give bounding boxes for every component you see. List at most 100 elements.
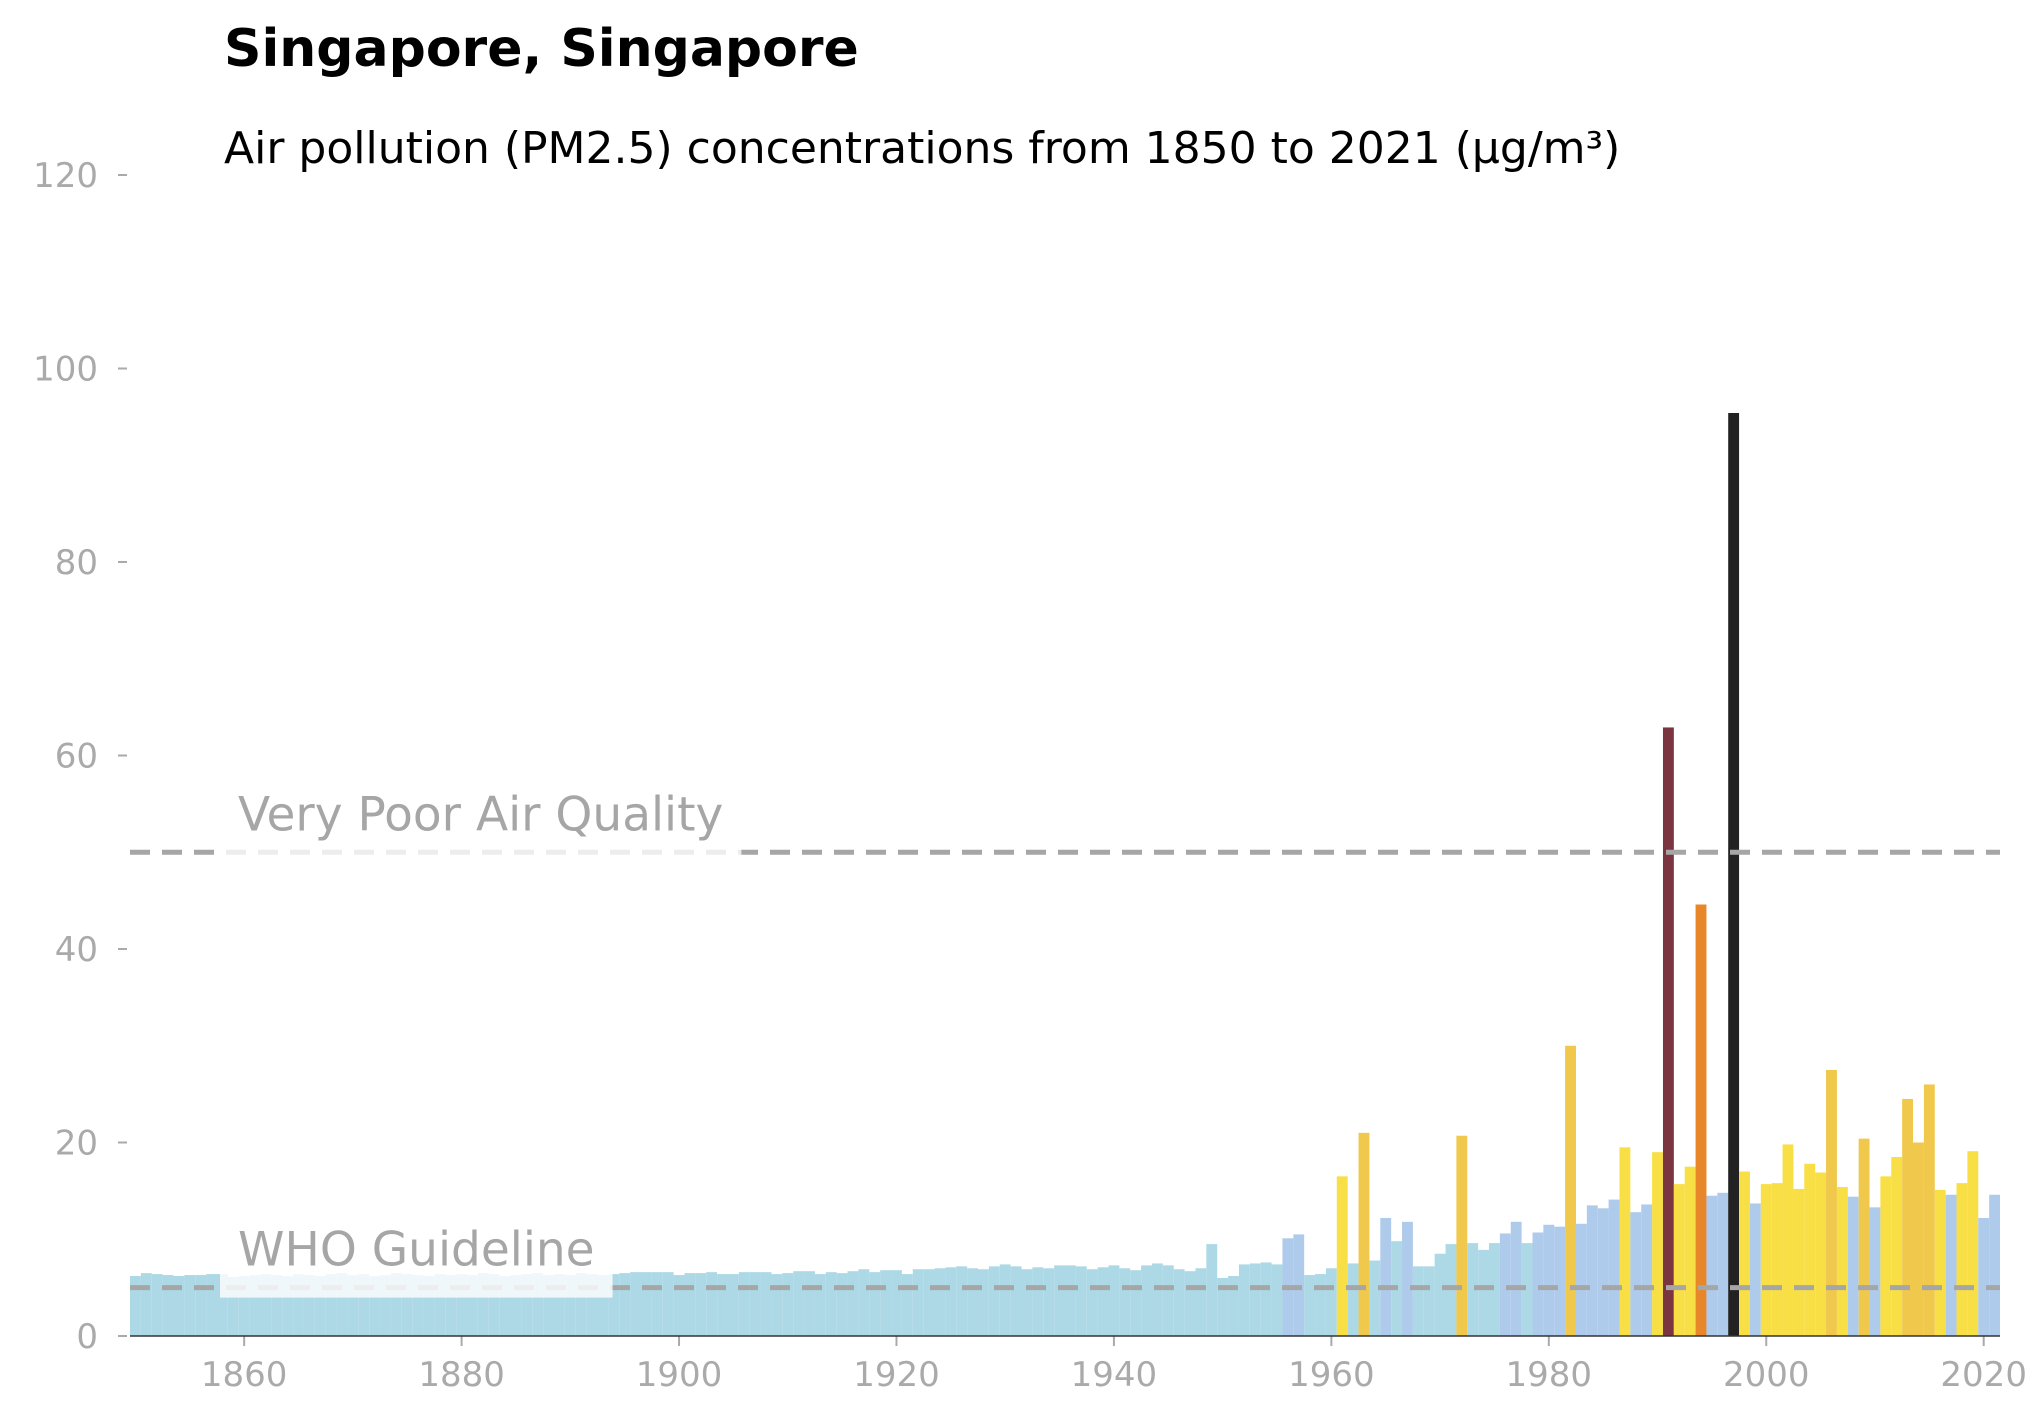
bar (717, 1274, 728, 1336)
bar (151, 1274, 163, 1336)
bar (1793, 1188, 1805, 1336)
bar (988, 1266, 1000, 1336)
bar (140, 1273, 152, 1336)
bar (358, 1274, 370, 1336)
bar (543, 1275, 555, 1336)
bar (271, 1275, 283, 1336)
bar (1021, 1269, 1033, 1336)
bar (1673, 1184, 1685, 1336)
bar (912, 1269, 924, 1336)
bar (1684, 1166, 1696, 1336)
bar (1706, 1195, 1718, 1336)
x-tick-label: 1980 (1506, 1355, 1593, 1395)
bar (1086, 1269, 1098, 1336)
chart-title: Singapore, Singapore (224, 19, 859, 79)
x-tick-label: 1900 (636, 1355, 723, 1395)
bar (1228, 1276, 1239, 1336)
bar (1934, 1189, 1946, 1336)
bar (1978, 1217, 1990, 1336)
x-tick-label: 1940 (1071, 1355, 1158, 1395)
bar (1325, 1268, 1337, 1336)
bar (1826, 1069, 1837, 1336)
bar (130, 1276, 141, 1336)
bar (1815, 1172, 1827, 1336)
bar (1739, 1171, 1750, 1336)
bar (1217, 1277, 1229, 1336)
bar (945, 1267, 957, 1336)
bar (564, 1275, 576, 1336)
bar (934, 1268, 946, 1336)
bar (1891, 1157, 1903, 1336)
bar (347, 1275, 359, 1336)
bar (380, 1275, 391, 1336)
bar (1195, 1268, 1207, 1336)
bar (1662, 727, 1674, 1336)
bar (782, 1273, 794, 1336)
bar (1108, 1265, 1120, 1336)
bar (1304, 1275, 1316, 1336)
bar (1119, 1268, 1131, 1336)
bar (684, 1273, 696, 1336)
y-tick-label: 40 (55, 930, 98, 970)
bar (293, 1274, 304, 1336)
label-background (220, 783, 742, 863)
bar (1173, 1269, 1185, 1336)
bar (760, 1272, 772, 1336)
bar (1184, 1271, 1196, 1336)
bar (1075, 1266, 1087, 1336)
bar (1249, 1263, 1261, 1336)
bar (1782, 1144, 1794, 1336)
bar (695, 1273, 707, 1336)
y-tick-label: 120 (33, 156, 98, 196)
bar (477, 1273, 489, 1336)
bar (1043, 1268, 1055, 1336)
y-tick-label: 60 (55, 737, 98, 777)
bar (554, 1274, 565, 1336)
bar (1869, 1207, 1881, 1336)
bar (456, 1274, 468, 1336)
bar (390, 1273, 402, 1336)
bar (1619, 1147, 1631, 1336)
bar (412, 1275, 424, 1336)
bar (1597, 1208, 1609, 1336)
bar (1162, 1265, 1174, 1336)
bar (836, 1273, 848, 1336)
bar (488, 1274, 500, 1336)
x-tick-label: 1920 (853, 1355, 940, 1395)
bar (727, 1274, 739, 1336)
x-tick-label: 2020 (1940, 1355, 2027, 1395)
bar (1065, 1265, 1076, 1336)
bar (1130, 1270, 1142, 1336)
bar (814, 1274, 826, 1336)
bar (825, 1272, 837, 1336)
y-tick-label: 80 (55, 543, 98, 583)
bar (1630, 1212, 1642, 1336)
bar (901, 1274, 913, 1336)
bar (1771, 1183, 1783, 1336)
bar (1315, 1274, 1326, 1336)
bar (673, 1275, 685, 1336)
bar (401, 1274, 413, 1336)
bar (1532, 1232, 1544, 1336)
x-tick-label: 1860 (201, 1355, 288, 1395)
bar (749, 1272, 761, 1336)
bar (630, 1272, 641, 1336)
reference-label: WHO Guideline (238, 1223, 595, 1278)
bar (706, 1272, 718, 1336)
bar (1434, 1253, 1446, 1336)
y-tick-label: 100 (33, 350, 98, 390)
bar (640, 1272, 652, 1336)
bar (880, 1270, 892, 1336)
x-tick-label: 1880 (418, 1355, 505, 1395)
bar (1989, 1194, 2000, 1336)
bar (1641, 1204, 1653, 1336)
bar (206, 1274, 217, 1336)
bar (434, 1274, 446, 1336)
bar (467, 1275, 478, 1336)
x-tick-label: 2000 (1723, 1355, 1810, 1395)
bar (325, 1274, 337, 1336)
bar (499, 1276, 511, 1336)
bar (1543, 1224, 1555, 1336)
x-tick-label: 1960 (1288, 1355, 1375, 1395)
